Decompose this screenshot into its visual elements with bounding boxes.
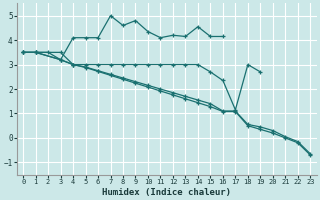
X-axis label: Humidex (Indice chaleur): Humidex (Indice chaleur) [102, 188, 231, 197]
